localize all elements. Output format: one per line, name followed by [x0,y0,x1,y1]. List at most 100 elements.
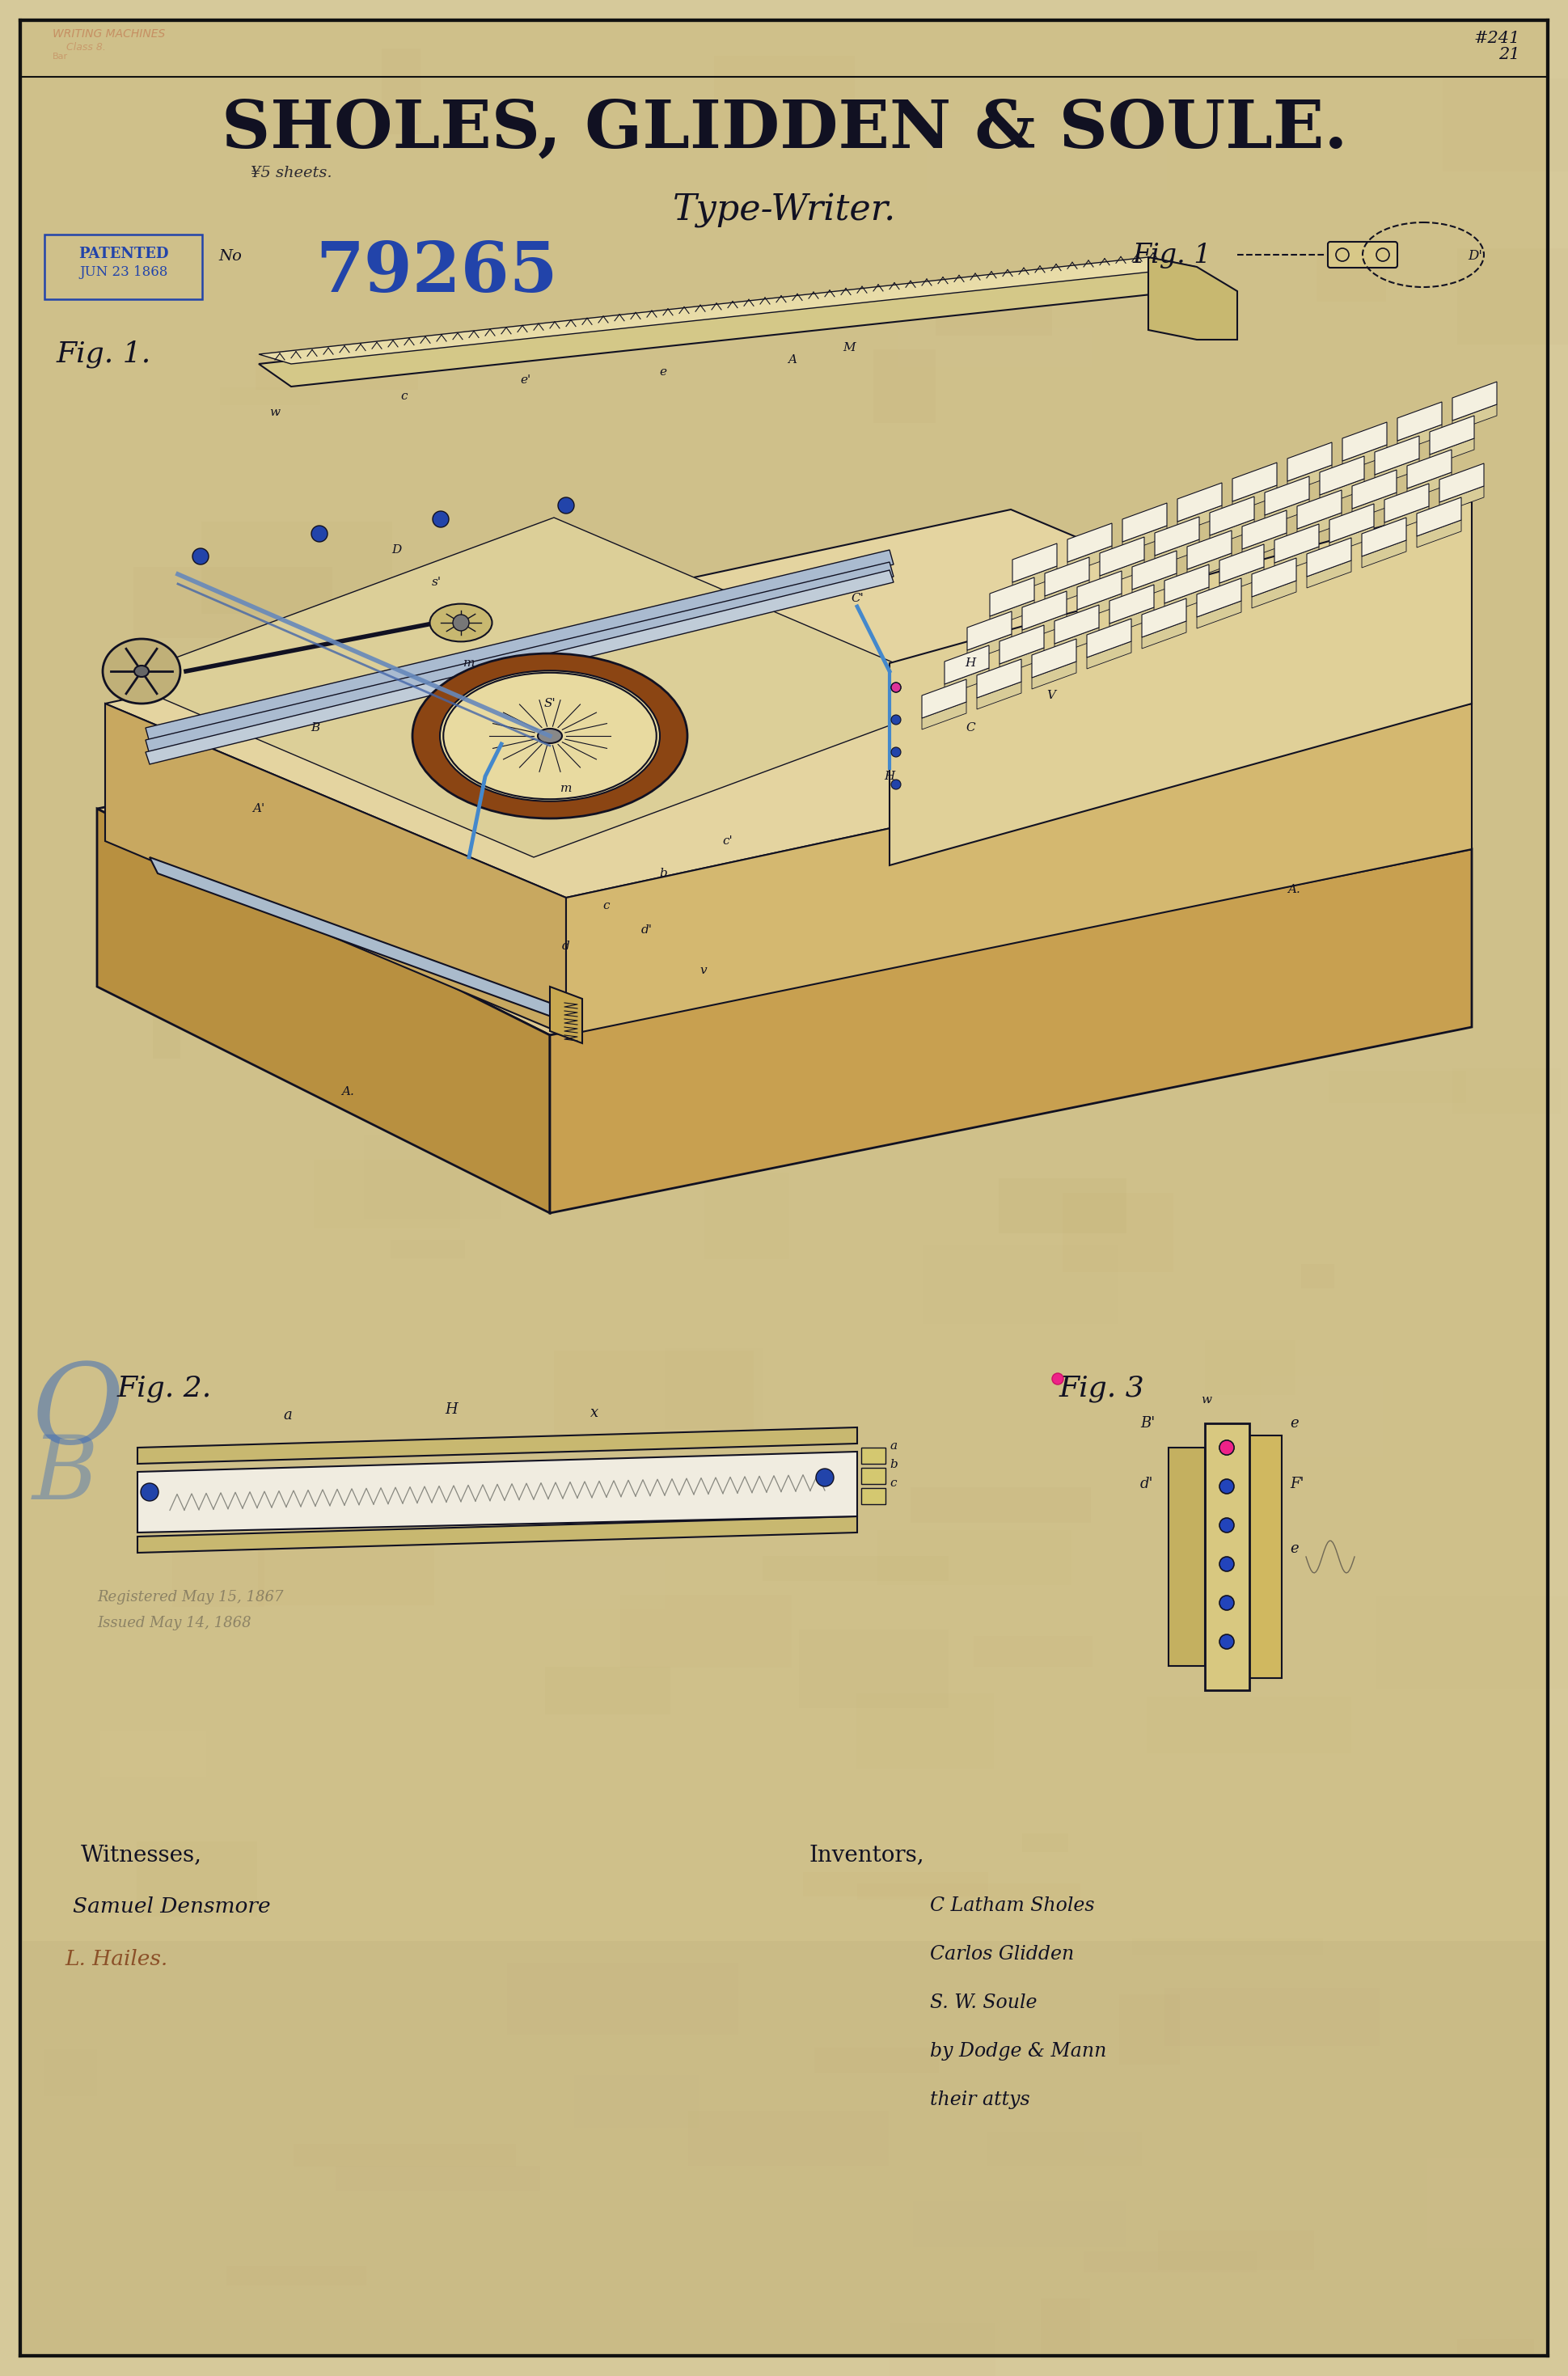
Polygon shape [1406,449,1452,489]
Bar [560,1556,665,1609]
Text: Fig. 1.: Fig. 1. [56,340,152,368]
Ellipse shape [102,639,180,703]
Bar [152,1471,193,1518]
Polygon shape [1306,561,1352,587]
Text: ¥5 sheets.: ¥5 sheets. [251,166,332,181]
Bar [198,796,314,843]
Polygon shape [967,634,1011,661]
Circle shape [558,497,574,513]
Polygon shape [1055,606,1099,644]
Polygon shape [1044,580,1090,608]
Polygon shape [1013,565,1057,594]
Text: b: b [659,867,666,879]
Text: Fig. 2.: Fig. 2. [118,1376,212,1402]
Text: e: e [1290,1416,1298,1430]
Bar [381,50,420,133]
Polygon shape [1330,527,1374,554]
Polygon shape [944,646,989,684]
Polygon shape [1439,463,1483,501]
Circle shape [141,1483,158,1502]
Text: C: C [966,722,975,734]
Bar [108,299,271,326]
Bar [983,955,1207,1038]
Bar [390,1240,464,1259]
Polygon shape [1055,627,1099,656]
Bar [1132,1939,1323,1955]
Circle shape [1220,1597,1234,1611]
Text: Samuel Densmore: Samuel Densmore [72,1896,271,1917]
Text: m: m [560,782,572,794]
Bar [1112,1010,1292,1048]
Polygon shape [1375,435,1419,475]
Text: SHOLES, GLIDDEN & SOULE.: SHOLES, GLIDDEN & SOULE. [221,97,1347,162]
Bar [105,1285,262,1369]
Bar [856,1694,994,1768]
Bar [193,1430,433,1459]
Circle shape [815,1468,834,1487]
Text: No: No [218,249,241,264]
Bar [172,1530,263,1606]
Bar [704,1171,790,1259]
Bar [1212,672,1446,722]
Polygon shape [1165,565,1209,604]
Polygon shape [1275,525,1319,563]
Polygon shape [1242,532,1287,561]
Bar [405,824,474,910]
Circle shape [433,511,448,527]
Bar [855,1072,1030,1105]
Text: F': F' [1290,1478,1305,1492]
Text: Class 8.: Class 8. [66,43,105,52]
Bar [558,893,781,977]
FancyBboxPatch shape [1328,242,1397,268]
Polygon shape [1251,558,1297,596]
Polygon shape [1187,554,1231,580]
Text: 79265: 79265 [315,238,558,307]
Ellipse shape [412,653,687,817]
Polygon shape [1306,537,1352,577]
Polygon shape [999,625,1044,663]
Bar [1083,2252,1258,2271]
Polygon shape [1385,485,1428,523]
Bar [1375,1597,1568,1689]
Circle shape [891,682,902,691]
Polygon shape [1132,551,1176,589]
Text: a: a [284,1409,292,1423]
Bar [913,2200,1126,2248]
Polygon shape [149,858,558,1019]
Circle shape [1220,1440,1234,1454]
Circle shape [891,682,902,691]
Polygon shape [105,508,1472,898]
Bar [100,1732,205,1777]
Text: c: c [401,390,408,402]
Text: #241: #241 [1474,31,1521,45]
Bar [442,1131,641,1205]
Bar [616,1566,641,1604]
Polygon shape [550,986,582,1043]
Circle shape [1220,1556,1234,1571]
Polygon shape [1242,511,1287,549]
Text: H: H [445,1402,458,1416]
Bar [688,2110,889,2167]
Text: d': d' [1140,1478,1154,1492]
Polygon shape [1439,487,1483,513]
Bar [911,1487,1091,1523]
Polygon shape [1178,482,1221,523]
Polygon shape [259,266,1196,387]
Bar [332,1167,439,1221]
Polygon shape [1297,489,1342,530]
Bar [702,2257,765,2286]
Bar [861,1468,886,1485]
Polygon shape [138,1428,858,1464]
Text: e': e' [521,375,532,385]
Polygon shape [977,658,1021,699]
Text: Fig. 3: Fig. 3 [1060,1376,1145,1402]
Bar [1452,1069,1560,1114]
Bar [521,252,668,285]
Bar [20,1941,1548,2355]
Bar [307,739,386,803]
Bar [1063,1193,1174,1271]
Ellipse shape [430,604,492,642]
Bar [422,1252,662,1319]
Polygon shape [259,257,1196,364]
Bar [966,639,1088,725]
